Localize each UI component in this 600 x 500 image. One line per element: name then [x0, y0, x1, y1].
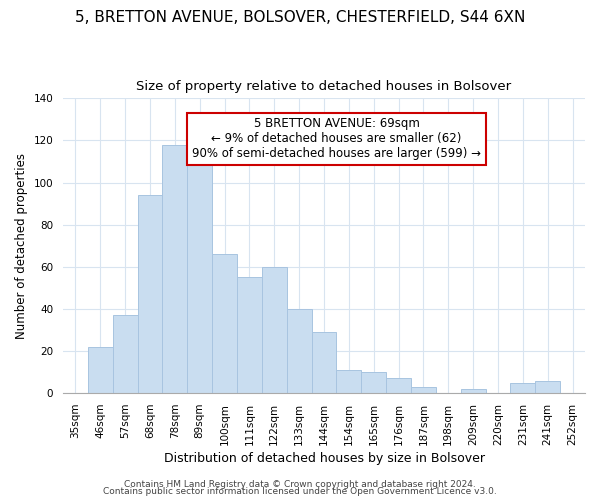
- Bar: [511, 382, 535, 393]
- Text: Contains public sector information licensed under the Open Government Licence v3: Contains public sector information licen…: [103, 488, 497, 496]
- Bar: [163, 144, 187, 393]
- X-axis label: Distribution of detached houses by size in Bolsover: Distribution of detached houses by size …: [164, 452, 485, 465]
- Title: Size of property relative to detached houses in Bolsover: Size of property relative to detached ho…: [136, 80, 512, 93]
- Bar: [311, 332, 337, 393]
- Bar: [337, 370, 361, 393]
- Bar: [461, 389, 485, 393]
- Text: 5, BRETTON AVENUE, BOLSOVER, CHESTERFIELD, S44 6XN: 5, BRETTON AVENUE, BOLSOVER, CHESTERFIEL…: [75, 10, 525, 25]
- Bar: [88, 347, 113, 393]
- Bar: [386, 378, 411, 393]
- Bar: [411, 387, 436, 393]
- Bar: [113, 316, 137, 393]
- Bar: [262, 267, 287, 393]
- Bar: [287, 309, 311, 393]
- Bar: [361, 372, 386, 393]
- Text: Contains HM Land Registry data © Crown copyright and database right 2024.: Contains HM Land Registry data © Crown c…: [124, 480, 476, 489]
- Bar: [237, 278, 262, 393]
- Bar: [535, 380, 560, 393]
- Bar: [137, 195, 163, 393]
- Y-axis label: Number of detached properties: Number of detached properties: [15, 153, 28, 339]
- Bar: [212, 254, 237, 393]
- Bar: [187, 158, 212, 393]
- Text: 5 BRETTON AVENUE: 69sqm
← 9% of detached houses are smaller (62)
90% of semi-det: 5 BRETTON AVENUE: 69sqm ← 9% of detached…: [192, 118, 481, 160]
